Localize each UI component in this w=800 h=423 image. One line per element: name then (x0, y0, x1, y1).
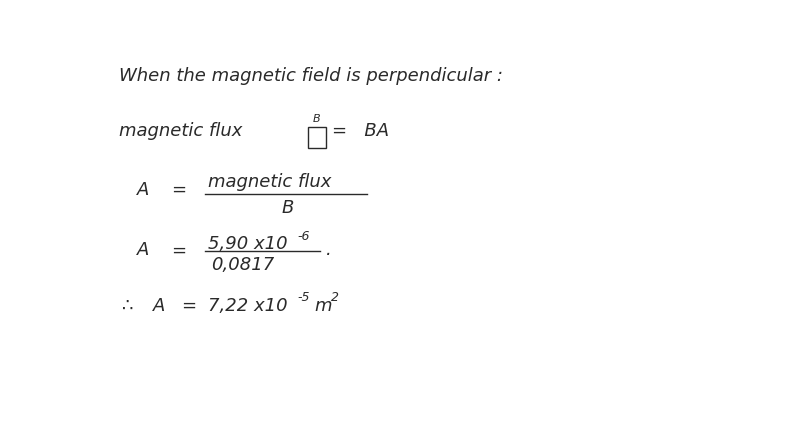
Text: =   BA: = BA (333, 122, 390, 140)
Text: -6: -6 (297, 230, 310, 243)
Text: 2: 2 (330, 291, 338, 304)
Bar (308, 127, 326, 148)
Text: When the magnetic field is perpendicular :: When the magnetic field is perpendicular… (118, 67, 502, 85)
Text: =: = (181, 297, 196, 315)
Text: =: = (171, 241, 186, 259)
Text: A: A (138, 241, 150, 259)
Text: =: = (171, 181, 186, 199)
Text: .: . (326, 241, 332, 259)
Text: B: B (281, 199, 294, 217)
Text: 5,90 x10: 5,90 x10 (209, 235, 288, 253)
Text: 7,22 x10: 7,22 x10 (209, 297, 288, 315)
Text: magnetic flux: magnetic flux (209, 173, 332, 191)
Text: 0,0817: 0,0817 (211, 256, 275, 274)
Text: m: m (314, 297, 331, 315)
Text: A: A (153, 297, 165, 315)
Text: ∴: ∴ (122, 297, 133, 315)
Text: magnetic flux: magnetic flux (118, 122, 242, 140)
Text: -5: -5 (297, 291, 310, 304)
Text: B: B (313, 114, 320, 124)
Text: A: A (138, 181, 150, 199)
